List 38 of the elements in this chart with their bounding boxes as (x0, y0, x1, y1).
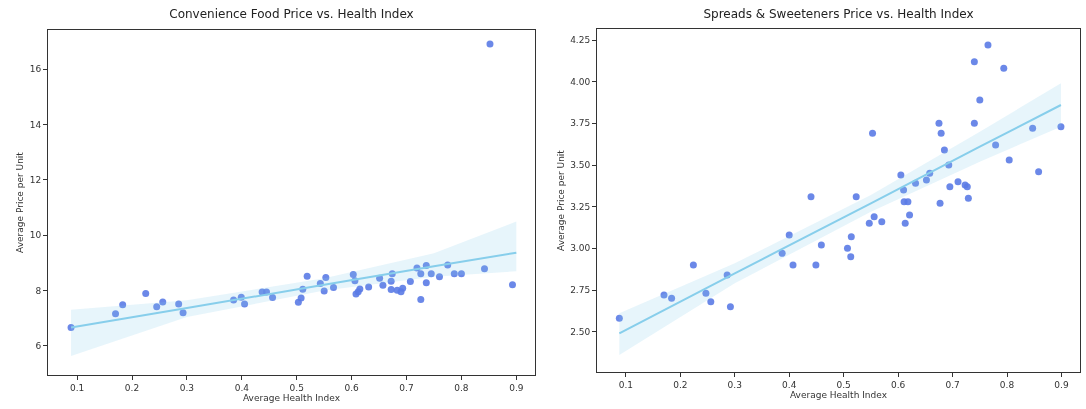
y-tick-label: 12 (29, 175, 42, 186)
y-tick-label: 14 (29, 119, 42, 130)
x-tick-label: 0.1 (69, 382, 85, 393)
x-tick-label: 0.6 (890, 379, 906, 390)
y-tick-label: 10 (29, 230, 42, 241)
y-tick-label: 2.50 (570, 326, 591, 337)
x-axis-title: Average Health Index (789, 389, 888, 400)
x-tick-label: 0.7 (399, 382, 414, 393)
x-tick-label: 0.3 (179, 382, 195, 393)
x-tick-label: 0.8 (999, 379, 1015, 390)
y-tick-label: 3.50 (570, 160, 591, 171)
y-axis-title: Average Price per Unit (555, 149, 566, 251)
y-tick-label: 6 (35, 341, 42, 352)
y-tick-label: 2.75 (570, 285, 591, 296)
x-tick-label: 0.6 (344, 382, 360, 393)
x-tick-label: 0.3 (727, 379, 742, 390)
x-tick-label: 0.1 (618, 379, 634, 390)
y-tick-label: 3.25 (570, 201, 591, 212)
x-tick-label: 0.4 (782, 379, 797, 390)
y-tick-label: 3.75 (570, 118, 591, 129)
y-tick-label: 16 (29, 64, 42, 75)
x-tick-label: 0.2 (124, 382, 140, 393)
y-tick-label: 3.00 (570, 243, 591, 254)
chart-title: Spreads & Sweeteners Price vs. Health Index (703, 7, 974, 22)
y-tick-label: 8 (35, 285, 42, 296)
chart-title: Convenience Food Price vs. Health Index (169, 7, 414, 22)
x-tick-label: 0.2 (673, 379, 688, 390)
x-tick-label: 0.4 (234, 382, 250, 393)
y-axis-title: Average Price per Unit (15, 151, 26, 253)
x-axis-title: Average Health Index (242, 392, 341, 403)
y-tick-label: 4.00 (570, 76, 591, 87)
x-tick-label: 0.9 (509, 382, 524, 393)
x-tick-label: 0.5 (289, 382, 304, 393)
x-tick-label: 0.9 (1054, 379, 1069, 390)
x-tick-label: 0.8 (454, 382, 469, 393)
y-tick-label: 4.25 (570, 35, 591, 46)
x-tick-label: 0.5 (836, 379, 851, 390)
x-tick-label: 0.7 (945, 379, 960, 390)
